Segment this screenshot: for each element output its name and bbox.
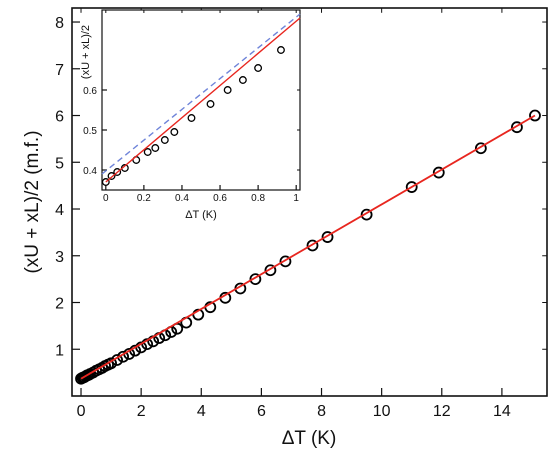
main-x-tick-label: 6 bbox=[257, 403, 266, 420]
inset-plot-frame bbox=[101, 9, 301, 191]
inset-data-point bbox=[107, 172, 116, 180]
main-y-tick-label: 8 bbox=[55, 15, 64, 32]
main-y-tick-label: 1 bbox=[55, 342, 64, 359]
inset-y-tick-label: 0.5 bbox=[83, 126, 97, 137]
inset-data-point bbox=[160, 136, 169, 144]
inset-y-tick-label: 0.6 bbox=[83, 86, 97, 97]
inset-data-point bbox=[101, 178, 110, 186]
inset-x-tick-label: 1 bbox=[293, 193, 299, 204]
inset-data-point bbox=[277, 46, 285, 54]
main-data-point bbox=[279, 255, 292, 268]
main-y-tick-label: 2 bbox=[55, 296, 64, 313]
inset-x-tick-label: 0 bbox=[103, 193, 109, 204]
main-data-point bbox=[529, 109, 541, 122]
inset-fit-line-1 bbox=[105, 17, 301, 183]
inset-data-point bbox=[187, 114, 196, 122]
inset-data-point bbox=[223, 86, 232, 94]
main-x-tick-label: 4 bbox=[197, 403, 206, 420]
main-data-point bbox=[432, 166, 445, 179]
main-y-tick-label: 3 bbox=[55, 249, 64, 266]
inset-tick-labels: 0 0.2 0.4 0.6 0.8 1 0.4 0.5 0.6 bbox=[83, 86, 299, 204]
inset-data-point bbox=[143, 148, 152, 156]
main-data-point bbox=[264, 264, 277, 277]
inset-data-point bbox=[113, 168, 122, 176]
main-data-point bbox=[96, 362, 108, 374]
main-y-tick-label: 7 bbox=[55, 62, 64, 79]
main-fit-line-1 bbox=[80, 114, 536, 380]
inset-data-point bbox=[254, 64, 263, 72]
main-y-axis-label: (xU + xL)/2 (m.f.) bbox=[22, 130, 43, 273]
main-x-tick-label: 8 bbox=[317, 403, 326, 420]
main-x-tick-label: 10 bbox=[373, 403, 391, 420]
inset-x-tick-label: 0.4 bbox=[175, 193, 189, 204]
main-y-tick-label: 6 bbox=[55, 109, 64, 126]
inset-y-axis-label: (xU + xL)/2 bbox=[80, 25, 92, 79]
inset-series bbox=[101, 13, 301, 186]
main-plot-frame bbox=[71, 7, 548, 397]
inset-x-tick-label: 0.8 bbox=[251, 193, 265, 204]
inset-data-point bbox=[170, 128, 179, 136]
inset-data-point bbox=[206, 100, 215, 108]
main-x-tick-label: 2 bbox=[137, 403, 146, 420]
inset-data-point bbox=[151, 144, 160, 152]
main-data-point bbox=[321, 231, 334, 243]
main-data-point bbox=[405, 181, 418, 193]
inset-data-point bbox=[238, 76, 247, 84]
main-y-tick-label: 5 bbox=[55, 155, 64, 172]
inset-x-tick-label: 0.6 bbox=[213, 193, 227, 204]
main-x-tick-label: 14 bbox=[493, 403, 511, 420]
main-data-point bbox=[511, 121, 523, 134]
main-data-point bbox=[249, 273, 262, 286]
main-series bbox=[75, 109, 541, 385]
main-x-axis-label: ΔT (K) bbox=[282, 428, 337, 449]
main-x-tick-label: 12 bbox=[433, 403, 451, 420]
inset-axis-ticks bbox=[102, 10, 300, 190]
main-data-point bbox=[87, 366, 99, 379]
main-data-point bbox=[306, 239, 319, 252]
inset-x-tick-label: 0.2 bbox=[137, 193, 151, 204]
main-y-tick-label: 4 bbox=[55, 202, 64, 219]
main-data-point bbox=[360, 208, 373, 221]
main-data-point bbox=[474, 142, 487, 155]
inset-y-tick-label: 0.4 bbox=[83, 166, 97, 177]
inset-x-axis-label: ΔT (K) bbox=[185, 209, 217, 221]
main-x-tick-label: 0 bbox=[77, 403, 86, 420]
inset-fit-line-2 bbox=[101, 13, 301, 175]
